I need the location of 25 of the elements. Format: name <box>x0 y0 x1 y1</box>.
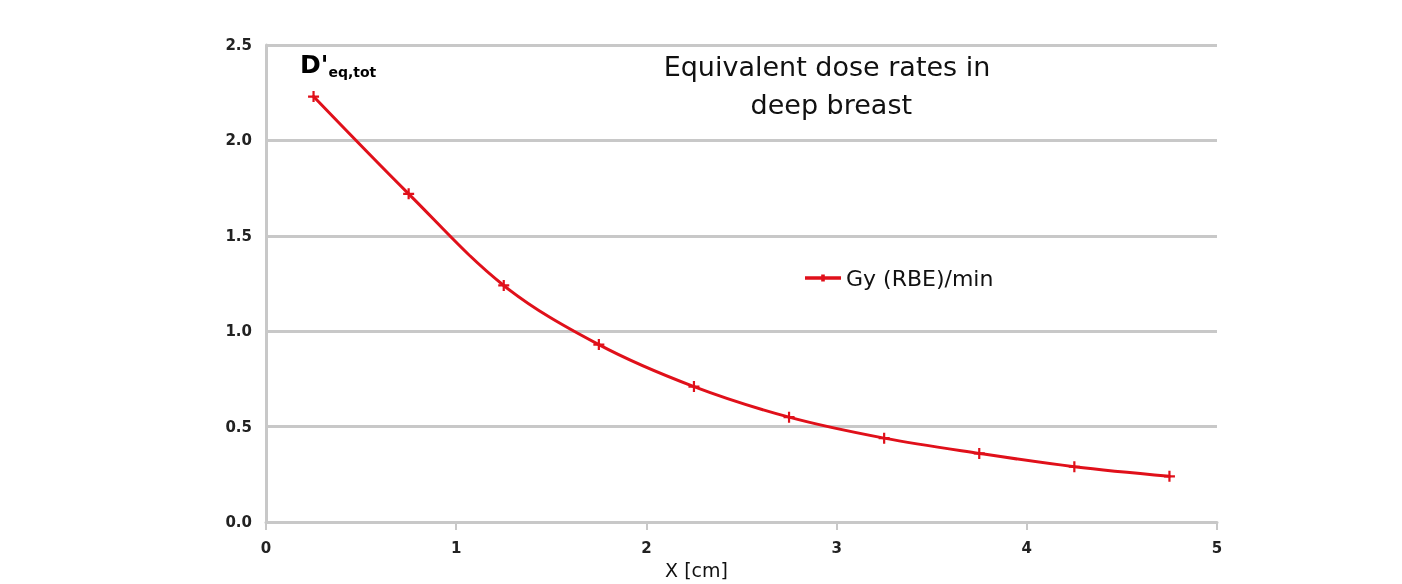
x-tick-label: 4 <box>1021 538 1033 557</box>
y-tick-label: 2.5 <box>225 36 252 54</box>
point <box>498 279 510 291</box>
x-tick-label: 0 <box>260 538 272 557</box>
point <box>973 447 985 459</box>
point <box>878 432 890 444</box>
x-tick-label: 2 <box>641 538 652 557</box>
point <box>308 91 320 103</box>
point <box>1163 470 1175 482</box>
text: Equivalent dose rates in deep breast <box>663 50 991 120</box>
x-tick-label: 1 <box>450 538 462 557</box>
point <box>1068 461 1080 473</box>
point <box>688 381 700 393</box>
legend-label: Gy (RBE)/min <box>846 265 994 291</box>
y-tick-label: 2.0 <box>225 131 252 150</box>
y-tick-label: 1.0 <box>225 322 252 341</box>
y-tick-label: 0.5 <box>225 417 252 436</box>
point <box>783 411 795 423</box>
y-tick-label: 0.0 <box>225 513 252 532</box>
point <box>593 339 605 351</box>
x-tick-label: 3 <box>831 538 842 557</box>
point <box>403 188 415 200</box>
x-axis-title: X [cm] <box>665 558 728 581</box>
y-tick-label: 1.5 <box>225 226 252 245</box>
x-tick-label: 5 <box>1211 538 1223 557</box>
